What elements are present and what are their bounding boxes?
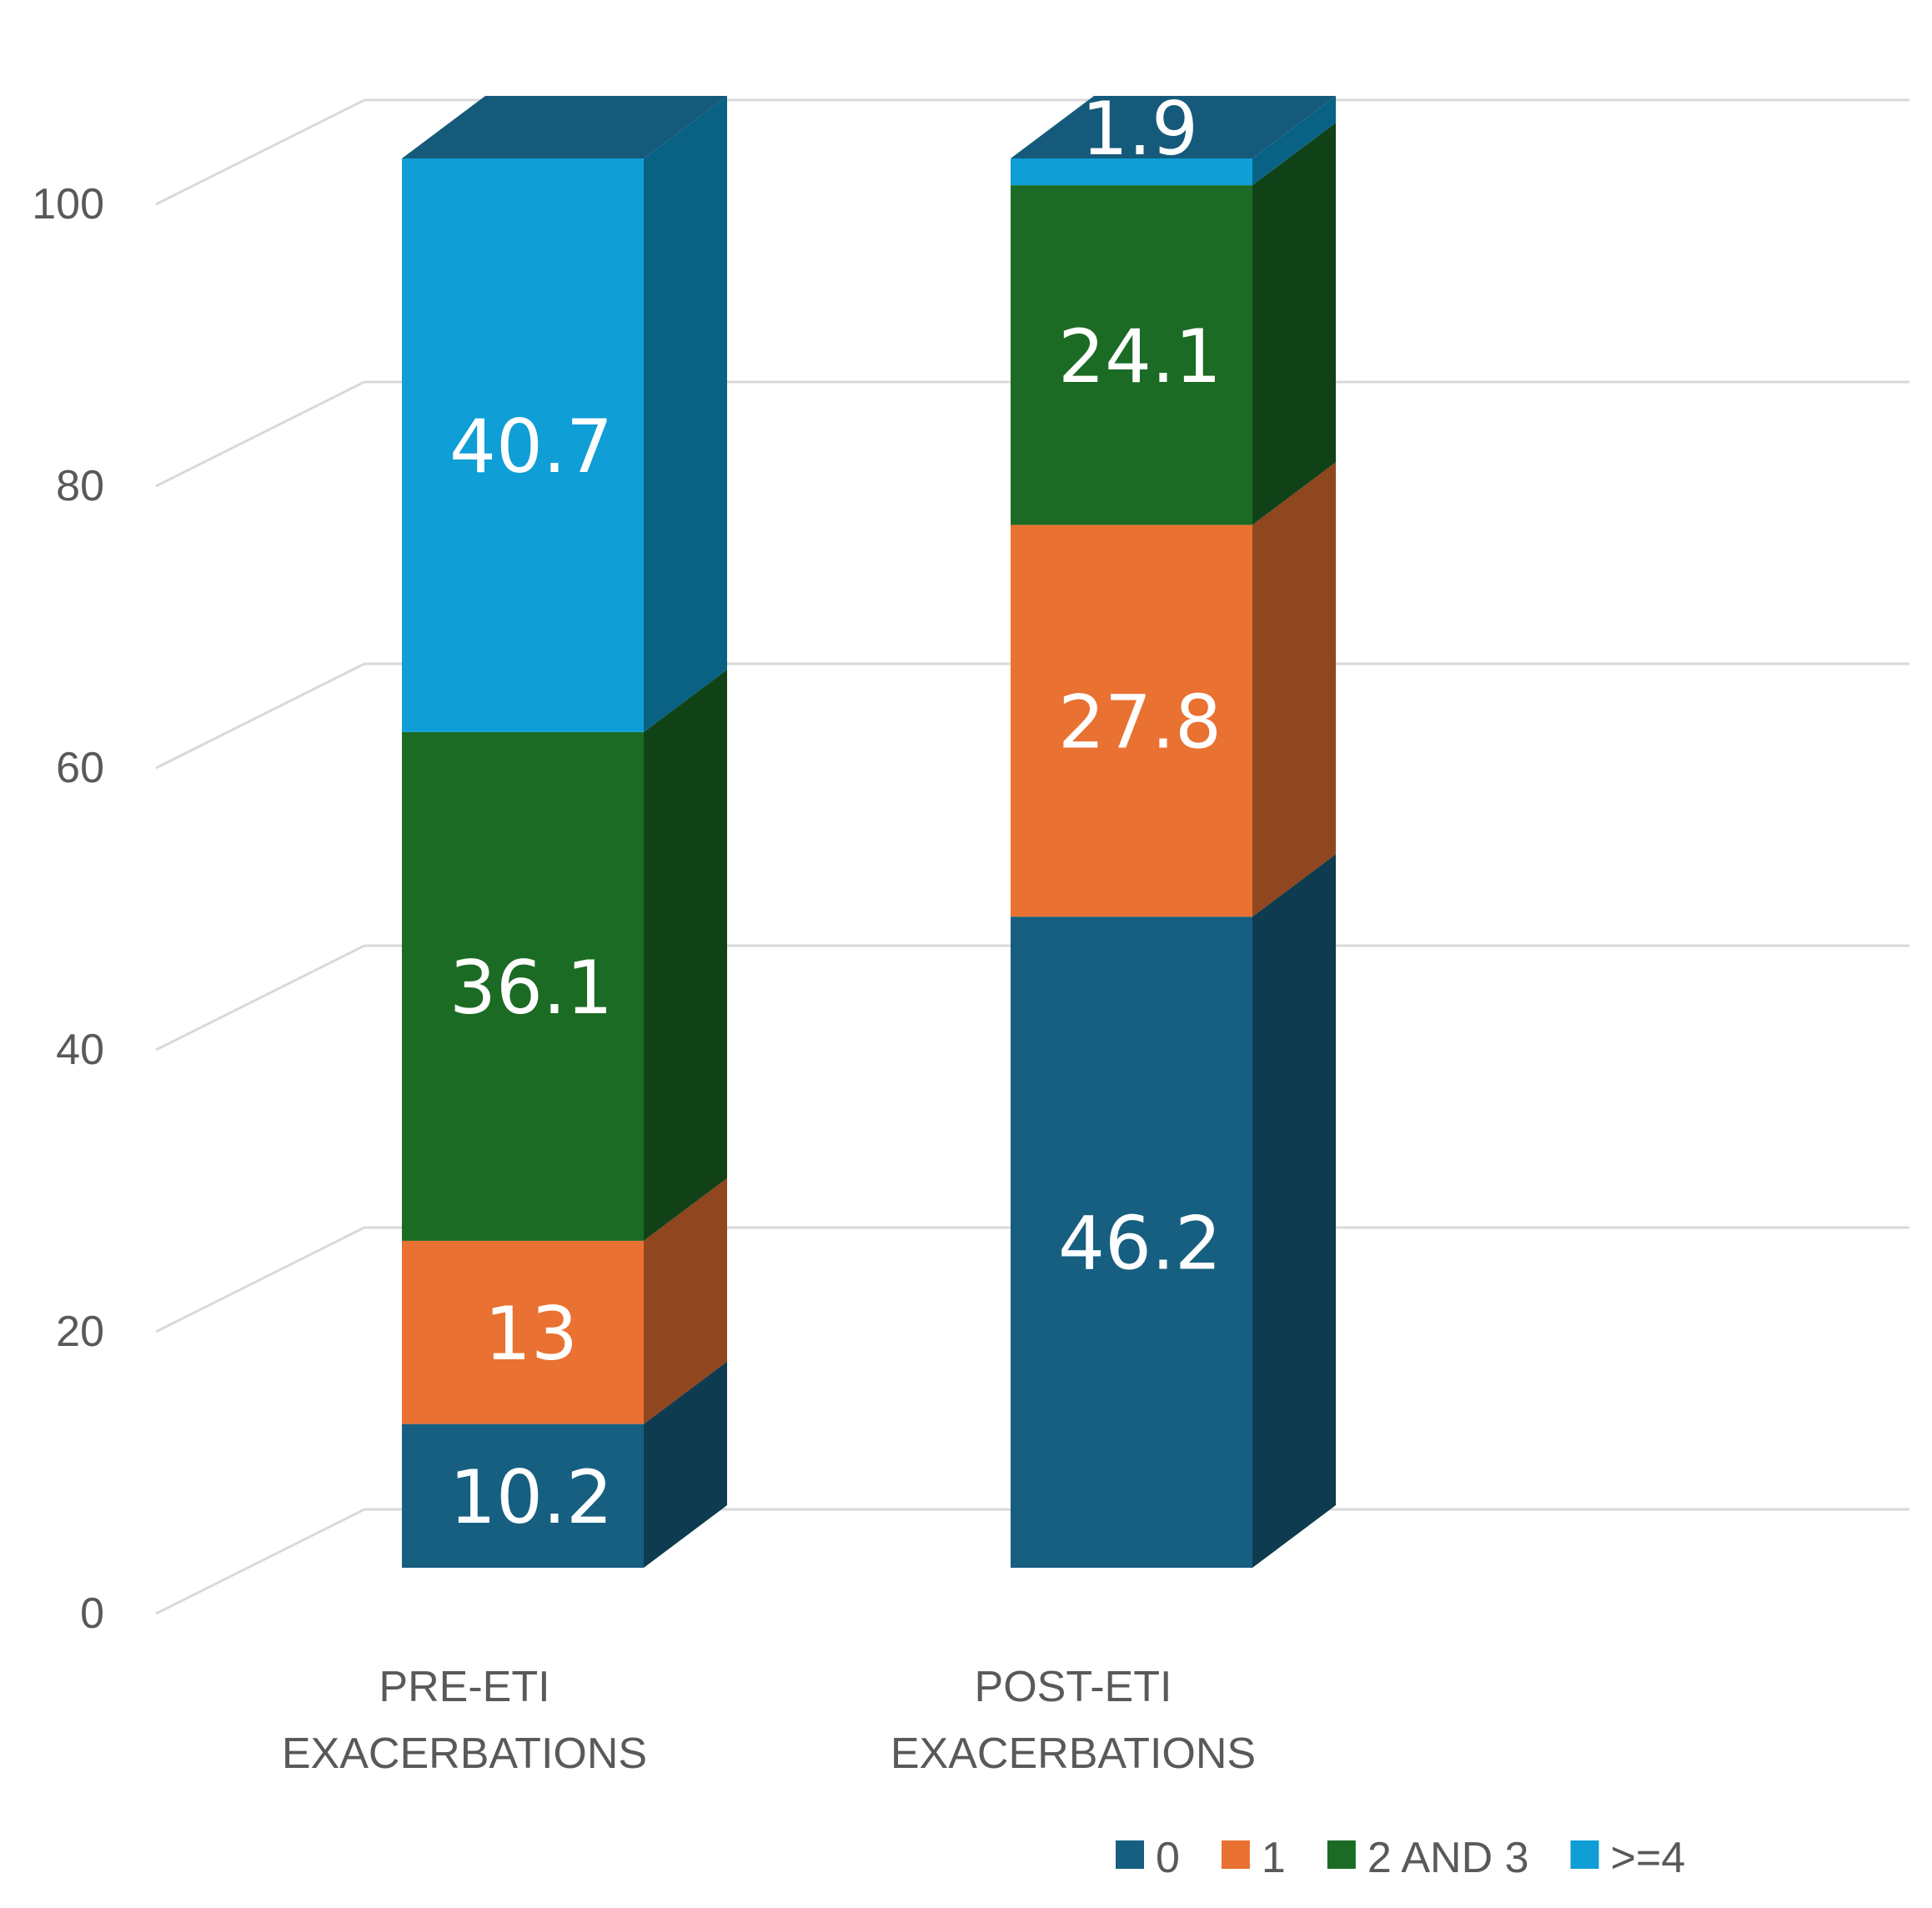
y-tick-label-0: 0 xyxy=(80,1589,104,1638)
y-tick-label-40: 40 xyxy=(56,1026,104,1074)
bar-side-1-0 xyxy=(1252,854,1336,1568)
y-axis-ticks: 0 20 40 60 80 100 xyxy=(32,180,104,1638)
bar-segment-1-3 xyxy=(1011,96,1336,186)
data-label-0-1: 13 xyxy=(484,1291,578,1377)
bar-front-0-0 xyxy=(402,1423,644,1568)
data-label-1-2: 24.1 xyxy=(1058,314,1222,399)
legend-item-0: 0 xyxy=(1116,1834,1180,1882)
bar-front-1-3 xyxy=(1011,158,1252,186)
legend-item-2: 2 AND 3 xyxy=(1327,1834,1529,1882)
bar-top-0 xyxy=(402,96,727,158)
data-label-1-0: 46.2 xyxy=(1058,1201,1222,1287)
bar-top-1 xyxy=(1011,96,1336,158)
bar-stack-1: 46.2 27.8 24.1 1.9 xyxy=(1011,86,1336,1568)
bar-segment-1-0 xyxy=(1011,854,1336,1568)
legend: 0 1 2 AND 3 >=4 xyxy=(1116,1834,1685,1882)
category-label-1-0: POST-ETI xyxy=(975,1663,1172,1711)
bar-side-0-1 xyxy=(644,1177,727,1424)
y-tick-label-60: 60 xyxy=(56,744,104,792)
bar-side-1-1 xyxy=(1252,462,1336,917)
legend-label-1: 1 xyxy=(1262,1834,1286,1882)
bar-side-1-2 xyxy=(1252,123,1336,525)
bar-segment-1-2 xyxy=(1011,123,1336,525)
bar-side-0-3 xyxy=(644,96,727,732)
bar-front-0-1 xyxy=(402,1240,644,1424)
category-label-0-1: EXACERBATIONS xyxy=(282,1730,647,1778)
bar-segment-1-1 xyxy=(1011,462,1336,917)
y-tick-label-80: 80 xyxy=(56,462,104,510)
bar-front-0-3 xyxy=(402,158,644,732)
legend-swatch-3 xyxy=(1570,1840,1599,1869)
y-tick-label-20: 20 xyxy=(56,1308,104,1356)
x-axis-labels: PRE-ETI EXACERBATIONS POST-ETI EXACERBATION… xyxy=(282,1663,1256,1778)
bar-front-1-1 xyxy=(1011,525,1252,917)
legend-item-1: 1 xyxy=(1221,1834,1286,1882)
legend-item-3: >=4 xyxy=(1570,1834,1686,1882)
legend-label-2: 2 AND 3 xyxy=(1367,1834,1529,1882)
data-label-0-3: 40.7 xyxy=(449,404,613,490)
legend-label-0: 0 xyxy=(1156,1834,1180,1882)
bar-stack-0: 10.2 13 36.1 40.7 xyxy=(402,96,727,1568)
bar-side-0-2 xyxy=(644,669,727,1241)
bar-side-1-3 xyxy=(1252,96,1336,186)
category-label-0-0: PRE-ETI xyxy=(379,1663,549,1711)
legend-swatch-2 xyxy=(1327,1840,1356,1869)
data-label-1-1: 27.8 xyxy=(1058,679,1222,765)
legend-swatch-0 xyxy=(1116,1840,1144,1869)
data-label-1-3: 1.9 xyxy=(1081,86,1198,172)
bar-front-1-0 xyxy=(1011,916,1252,1568)
bar-segment-0-3 xyxy=(402,96,727,732)
legend-label-3: >=4 xyxy=(1611,1834,1686,1882)
bar-side-0-0 xyxy=(644,1361,727,1568)
bar-segment-0-1 xyxy=(402,1177,727,1424)
data-label-0-0: 10.2 xyxy=(449,1454,613,1540)
bar-front-0-2 xyxy=(402,731,644,1241)
data-label-0-2: 36.1 xyxy=(449,945,613,1031)
bars: 10.2 13 36.1 40.7 46.2 27.8 24.1 1.9 xyxy=(402,86,1336,1568)
y-tick-label-100: 100 xyxy=(32,180,104,228)
bar-segment-0-2 xyxy=(402,669,727,1241)
bar-segment-0-0 xyxy=(402,1361,727,1568)
category-label-1-1: EXACERBATIONS xyxy=(891,1730,1256,1778)
bar-front-1-2 xyxy=(1011,185,1252,525)
legend-swatch-1 xyxy=(1221,1840,1250,1869)
